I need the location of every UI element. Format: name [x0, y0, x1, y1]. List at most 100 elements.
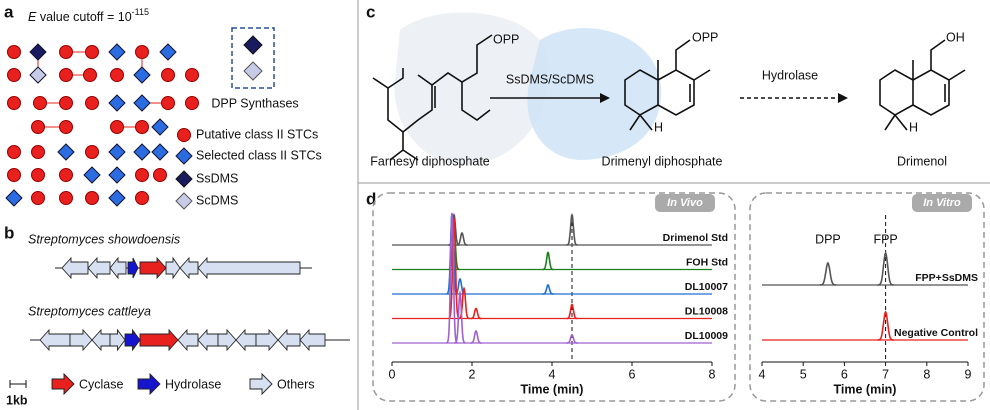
gene [69, 328, 93, 352]
node [59, 168, 73, 182]
series-label: DL10007 [685, 281, 728, 293]
x-tick-label: 0 [389, 367, 396, 381]
node [59, 120, 73, 134]
node [7, 45, 21, 59]
peak [566, 303, 578, 320]
x-tick-label: 7 [882, 367, 889, 381]
compound-name: Drimenol [897, 154, 947, 168]
peak [877, 310, 894, 341]
panel-label: c [366, 2, 375, 21]
peak [877, 251, 894, 286]
node [59, 45, 73, 59]
node [135, 45, 149, 59]
protein [394, 12, 549, 166]
node [7, 145, 21, 159]
series-label: DL10009 [685, 330, 728, 342]
gene [299, 328, 326, 352]
scale-label: 1kb [6, 393, 28, 407]
x-tick-label: 4 [759, 367, 766, 381]
node [85, 96, 99, 110]
x-tick-label: 4 [549, 367, 556, 381]
node [153, 168, 167, 182]
node [29, 66, 47, 84]
node [31, 145, 45, 159]
species: Streptomyces showdoensis [28, 232, 180, 246]
x-axis-label: Time (min) [521, 382, 584, 396]
gene [197, 256, 301, 280]
badge: In Vivo [667, 197, 703, 209]
legend-label: SsDMS [196, 171, 238, 185]
node [135, 168, 149, 182]
icon [175, 192, 193, 210]
chem-label: OPP [692, 30, 718, 44]
icon [243, 35, 263, 55]
node [151, 143, 169, 161]
gene [179, 256, 199, 280]
node [161, 96, 175, 110]
enzyme-label: Hydrolase [762, 68, 818, 82]
node [135, 120, 149, 134]
legend-label: Putative class II STCs [196, 127, 318, 141]
chem-label: OPP [493, 32, 519, 46]
gene [124, 328, 141, 352]
peak [458, 286, 470, 320]
series-label: FPP+SsDMS [915, 272, 978, 284]
gene [197, 328, 219, 352]
icon [137, 372, 161, 396]
gene [217, 328, 237, 352]
series-label: DL10008 [685, 305, 728, 317]
peak-label: FPP [873, 232, 897, 246]
badge-bg [912, 194, 972, 212]
title-part: value cutoff = 10 [36, 10, 131, 24]
title-part: E [28, 10, 37, 24]
node [161, 68, 175, 82]
node [83, 68, 97, 82]
node [7, 68, 21, 82]
node [110, 120, 124, 134]
gene [61, 256, 89, 280]
icon [177, 128, 191, 142]
panel-label: d [366, 189, 376, 208]
peak [819, 261, 837, 286]
x-tick-label: 6 [629, 367, 636, 381]
x-tick-label: 8 [923, 367, 930, 381]
x-tick-label: 5 [800, 367, 807, 381]
compound-name: Drimenyl diphosphate [602, 154, 723, 168]
compound-name: Farnesyl diphosphate [370, 154, 490, 168]
x-tick-label: 6 [841, 367, 848, 381]
node [133, 66, 151, 84]
badge: In Vitro [923, 197, 961, 209]
gene [277, 328, 301, 352]
x-axis-label: Time (min) [834, 382, 897, 396]
node [151, 118, 169, 136]
node [108, 143, 126, 161]
node [33, 96, 47, 110]
icon [175, 147, 193, 165]
x-tick-label: 2 [469, 367, 476, 381]
enzyme-label: SsDMS/ScDMS [506, 72, 594, 86]
legend-label: Hydrolase [165, 377, 221, 391]
gene [87, 256, 111, 280]
icon [51, 372, 75, 396]
title-sup: -115 [132, 7, 149, 17]
arrow [600, 93, 610, 103]
x-tick-label: 8 [709, 367, 716, 381]
icon [249, 372, 273, 396]
title: E value cutoff = 10-115 [28, 7, 149, 24]
peak [470, 329, 482, 344]
node [185, 68, 199, 82]
gene [39, 328, 71, 352]
molecule [372, 68, 491, 161]
legend-label: Others [277, 377, 315, 391]
node [5, 189, 23, 207]
node [59, 96, 73, 110]
node [31, 120, 45, 134]
node [108, 94, 126, 112]
gene [235, 328, 257, 352]
node [83, 166, 101, 184]
node [108, 189, 126, 207]
gene [127, 257, 139, 279]
x-tick-label: 9 [965, 367, 972, 381]
panel-label: b [4, 223, 14, 242]
